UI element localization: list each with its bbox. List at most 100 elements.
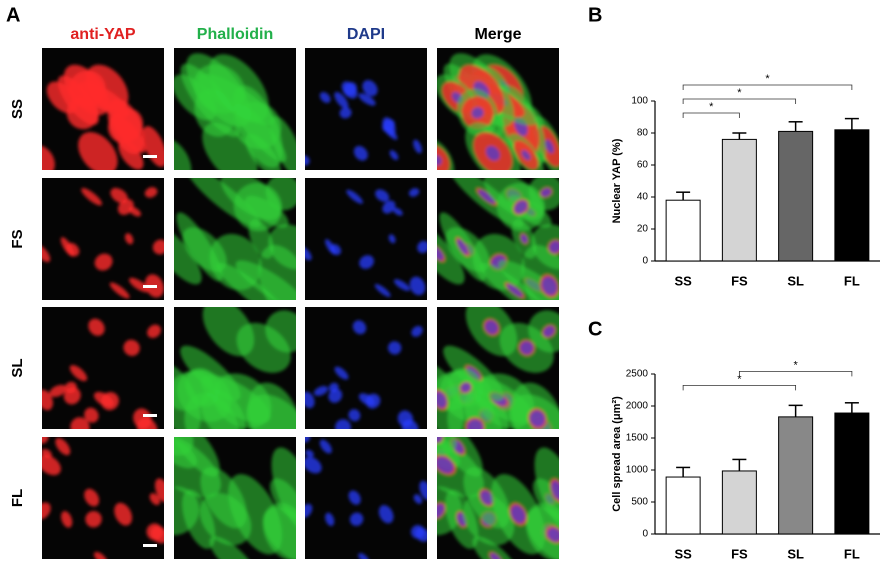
y-tick-label: 1500 — [626, 433, 649, 444]
nucleus — [484, 320, 499, 335]
nucleus — [547, 527, 559, 542]
micrograph — [305, 307, 427, 429]
actin — [248, 218, 274, 259]
yap — [147, 324, 161, 339]
actin — [174, 138, 192, 170]
significance-bracket — [682, 384, 797, 391]
significance-label: * — [793, 359, 798, 371]
x-tick-label: FS — [731, 546, 748, 561]
nucleus — [358, 553, 370, 559]
nucleus — [543, 325, 555, 337]
significance-label: * — [765, 73, 770, 85]
nucleus — [325, 512, 335, 526]
y-tick-label: 100 — [631, 96, 648, 107]
nucleus — [382, 200, 396, 214]
actin — [176, 212, 223, 282]
yap — [60, 237, 75, 257]
nucleus — [325, 239, 336, 255]
y-tick-label: 40 — [637, 192, 649, 203]
panel-letter: C — [588, 318, 602, 340]
nucleus — [339, 107, 352, 119]
actin — [265, 310, 296, 353]
yap — [42, 437, 49, 444]
nucleus — [378, 505, 394, 524]
nucleus — [305, 155, 310, 166]
cells — [42, 318, 161, 429]
x-tick-label: SS — [674, 273, 692, 288]
yap — [66, 96, 99, 130]
nucleus — [375, 189, 390, 202]
cells — [305, 80, 422, 166]
cells — [437, 437, 559, 559]
cells — [437, 178, 559, 300]
actin — [202, 307, 255, 357]
nucleus — [305, 503, 313, 518]
yap — [61, 511, 73, 528]
significance-label: * — [737, 373, 742, 385]
cells — [437, 307, 559, 429]
nucleus — [348, 490, 361, 505]
yap — [81, 188, 103, 206]
micrograph — [305, 48, 427, 170]
nucleus — [413, 494, 423, 504]
nucleus — [408, 188, 420, 197]
nucleus — [397, 410, 414, 427]
nucleus — [413, 139, 422, 154]
y-tick-label: 500 — [631, 497, 648, 508]
row-header: SL — [9, 358, 26, 377]
yap — [42, 389, 53, 411]
yap — [63, 64, 110, 116]
y-axis-title: Cell spread area (μm²) — [611, 396, 623, 512]
nucleus — [348, 409, 361, 422]
nucleus — [540, 188, 552, 197]
actin — [247, 382, 296, 429]
actin — [174, 363, 201, 429]
yap — [94, 253, 113, 271]
nucleus — [419, 480, 427, 501]
yap — [69, 365, 88, 382]
actin — [245, 133, 281, 170]
nucleus — [415, 527, 427, 542]
nucleus — [541, 276, 558, 296]
scale-bar — [143, 285, 157, 288]
cells — [42, 437, 164, 559]
row-header: FL — [9, 489, 26, 507]
yap — [70, 417, 90, 429]
yap — [42, 454, 61, 476]
nucleus — [437, 246, 444, 261]
yap — [55, 437, 71, 456]
nucleus — [382, 117, 396, 136]
cells — [42, 64, 164, 170]
nucleus — [471, 107, 484, 119]
nucleus — [521, 150, 531, 161]
nucleus — [305, 437, 311, 443]
significance-bracket — [682, 112, 740, 118]
nucleus — [319, 439, 332, 454]
yap — [49, 384, 67, 398]
actin — [186, 53, 251, 127]
nucleus — [305, 246, 312, 261]
yap — [88, 318, 105, 336]
bar — [721, 138, 757, 262]
yap — [42, 244, 51, 263]
bar — [834, 129, 870, 262]
nucleus — [352, 320, 367, 335]
yap — [124, 233, 134, 245]
yap — [114, 502, 133, 526]
y-axis-title: Nuclear YAP (%) — [611, 138, 623, 223]
significance-label: * — [737, 87, 742, 99]
cells — [305, 437, 427, 559]
significance-bracket — [738, 370, 853, 377]
nucleus — [335, 419, 352, 429]
nucleus — [551, 480, 559, 501]
actin — [271, 447, 296, 534]
nucleus — [313, 385, 328, 396]
nucleus — [319, 91, 331, 104]
yap — [149, 493, 161, 506]
nucleus — [506, 284, 523, 297]
nucleus — [358, 93, 376, 106]
nucleus — [467, 419, 484, 429]
nucleus — [387, 341, 402, 355]
nucleus — [549, 240, 559, 254]
x-tick-label: SL — [787, 273, 804, 288]
